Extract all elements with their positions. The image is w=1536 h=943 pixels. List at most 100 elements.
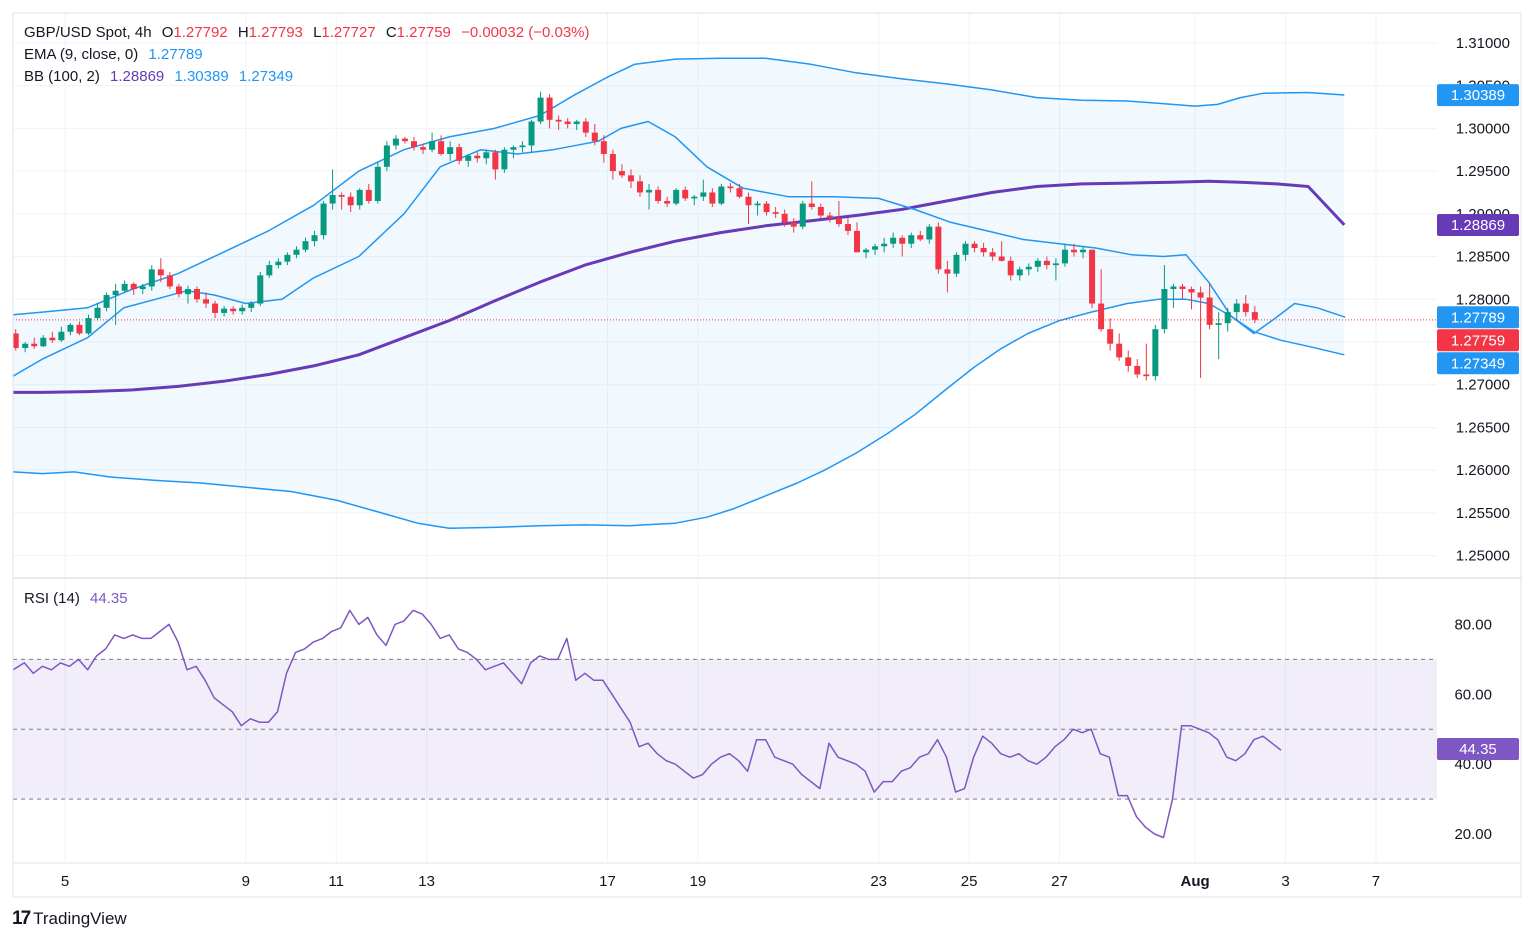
candle-body [573, 121, 580, 125]
candle-body [673, 189, 680, 204]
candle-body [212, 303, 219, 313]
candle-body [1070, 249, 1077, 253]
candle-body [528, 121, 535, 146]
candle [1080, 246, 1087, 259]
candle-body [700, 192, 707, 197]
candle-body [221, 308, 228, 313]
y-tick-label: 1.28500 [1456, 249, 1510, 266]
candle-body [501, 149, 508, 170]
candle-body [935, 226, 942, 270]
price-badge-bg [1437, 352, 1519, 375]
x-tick-label: 5 [61, 873, 69, 890]
candle-body [835, 218, 842, 225]
candle-body [627, 175, 634, 182]
candle-body [1134, 365, 1141, 375]
candle [1043, 256, 1050, 270]
candle-body [582, 121, 589, 133]
candle-body [600, 141, 607, 154]
candle [1233, 299, 1240, 321]
candle [284, 252, 291, 266]
ema-label: EMA (9, close, 0) [24, 46, 139, 63]
candle-body [31, 343, 38, 347]
candle [438, 135, 445, 156]
rsi-badge-text: 44.35 [1459, 741, 1497, 758]
candle [383, 141, 390, 172]
candle-body [1089, 249, 1096, 304]
candle [221, 306, 228, 317]
price-badge-text: 1.27349 [1451, 355, 1505, 372]
candle [130, 282, 137, 295]
candle-body [854, 230, 861, 253]
bb-band-fill [13, 58, 1345, 529]
candle [40, 335, 47, 348]
candle-body [980, 248, 987, 253]
candle-body [374, 166, 381, 201]
candle [826, 212, 833, 223]
candle [320, 201, 327, 240]
candle-body [962, 243, 969, 255]
candle-body [971, 243, 978, 248]
candle-body [926, 226, 933, 240]
candle [899, 235, 906, 257]
axes: 1.310001.305001.300001.295001.290001.285… [12, 12, 1522, 898]
candle-body [727, 186, 734, 189]
candle [655, 186, 662, 204]
candle-body [1215, 323, 1222, 325]
candle-body [998, 256, 1005, 261]
candle-body [519, 145, 526, 148]
candle-body [401, 138, 408, 142]
candle [908, 232, 915, 248]
candle [917, 230, 924, 242]
candle [519, 141, 526, 153]
candle [835, 201, 842, 227]
candle-body [1143, 374, 1150, 377]
candle-body [691, 196, 698, 199]
candle-body [1179, 286, 1186, 290]
candle [1224, 307, 1231, 332]
candle [239, 304, 246, 315]
candle [103, 292, 110, 312]
candle-body [275, 261, 282, 266]
candle-body [320, 203, 327, 236]
candle-body [817, 206, 824, 216]
candle-body [365, 189, 372, 201]
candle-body [1188, 289, 1195, 293]
tradingview-logo[interactable]: 17 TradingView [12, 908, 127, 930]
candle [863, 248, 870, 259]
candle [85, 314, 92, 336]
candle [230, 306, 237, 315]
candle [1197, 286, 1204, 378]
rsi-pane [12, 579, 1437, 862]
candle-body [1098, 303, 1105, 330]
candle-body [22, 343, 29, 348]
candle [1179, 283, 1186, 300]
candle-body [655, 189, 662, 201]
candle-body [492, 152, 499, 170]
candle-body [646, 189, 653, 193]
candle-body [266, 265, 273, 276]
candle [591, 124, 598, 146]
candle [1034, 258, 1041, 272]
candle [184, 285, 191, 304]
candle [266, 260, 273, 278]
candle [1116, 333, 1123, 361]
candle-body [745, 196, 752, 206]
candle-body [863, 249, 870, 253]
candle-body [736, 188, 743, 197]
candle-body [148, 269, 155, 287]
candle-body [40, 337, 47, 347]
candle-body [85, 318, 92, 334]
candle [1089, 249, 1096, 308]
candle-body [537, 97, 544, 122]
candle [736, 183, 743, 199]
x-tick-label: 13 [418, 873, 435, 890]
candle-body [356, 189, 363, 206]
candle [302, 237, 309, 253]
candle-body [438, 141, 445, 154]
candle [1107, 318, 1114, 351]
candle-body [166, 275, 173, 287]
candle [420, 143, 427, 154]
low-label: L1.27727 [313, 24, 376, 41]
candle [673, 188, 680, 206]
ohlc-legend: GBP/USD Spot, 4h O1.27792 H1.27793 L1.27… [24, 24, 596, 41]
